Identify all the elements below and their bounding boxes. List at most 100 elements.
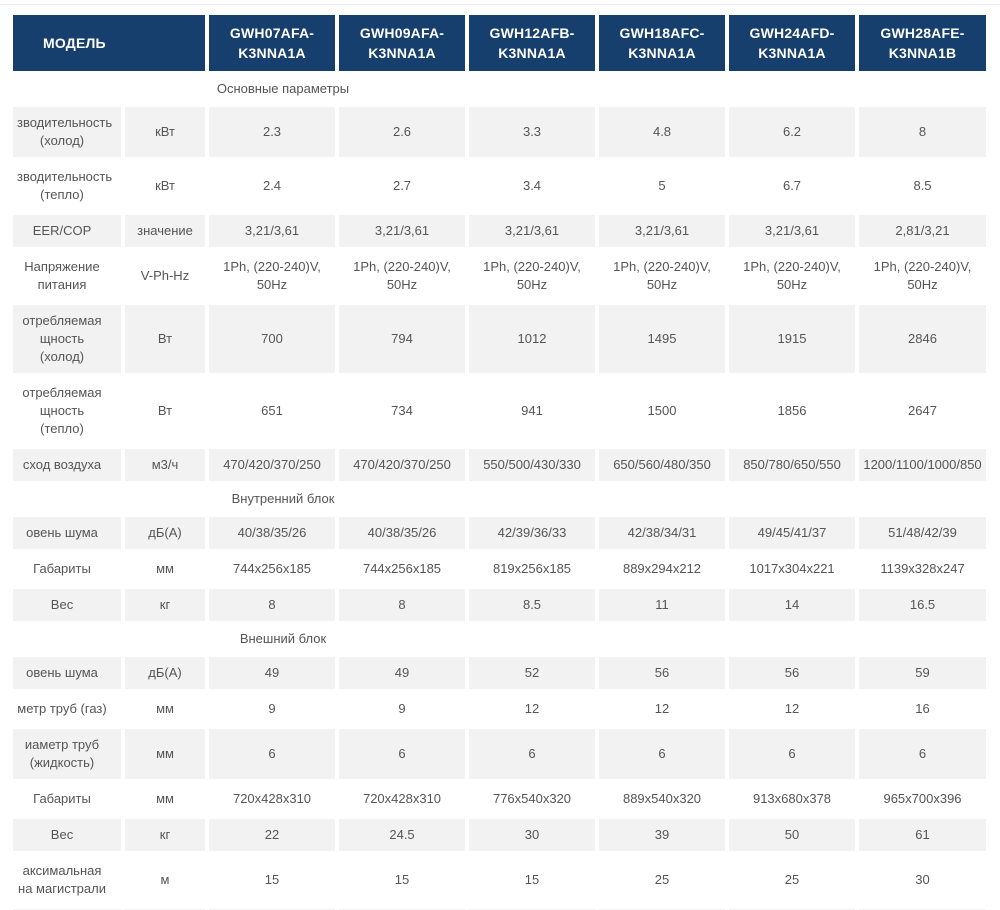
spec-value-cell: 15 [337,853,468,907]
section-cell: Основные параметры [11,73,989,105]
spec-value-cell: 3,21/3,61 [467,213,598,249]
param-label-cell: Напряжение питания [11,249,123,303]
spec-value-cell: 40/38/35/26 [207,515,338,551]
spec-value-cell: 25 [597,853,728,907]
spec-value-cell: 25 [727,853,858,907]
spec-row: Габариты мм 744x256x185 744x256x185 819x256x… [11,551,989,587]
spec-value-cell: 3,21/3,61 [597,213,728,249]
spec-value-cell: 720x428x310 [337,781,468,817]
spec-value-cell: 10 [597,907,728,910]
spec-row: отребляемая щность (тепло) Вт 651 734 941 150… [11,375,989,447]
spec-value-cell: 1Ph, (220-240)V, 50Hz [597,249,728,303]
param-unit-cell: значение [123,213,208,249]
param-unit-cell: Вт [123,375,208,447]
spec-value-cell: 42/38/34/31 [597,515,728,551]
spec-value-cell: 1Ph, (220-240)V, 50Hz [857,249,989,303]
spec-value-cell: 50 [727,817,858,853]
spec-value-cell: 6 [857,727,989,781]
section-title: Внешний блок [239,631,327,646]
spec-value-cell: 2.7 [337,159,468,213]
param-label-cell: аксимальный репад высот [11,907,123,910]
spec-value-cell: 56 [727,655,858,691]
spec-value-cell: 3.3 [467,105,598,159]
spec-value-cell: 3,21/3,61 [727,213,858,249]
param-label-cell: метр труб (газ) [11,691,123,727]
spec-value-cell: 965x700x396 [857,781,989,817]
spec-value-cell: 1495 [597,303,728,375]
spec-table-body: Основные параметры зводительность (холод)… [11,73,989,910]
spec-value-cell: 2.3 [207,105,338,159]
spec-value-cell: 1915 [727,303,858,375]
model-name-header: GWH12AFB-K3NNA1A [467,13,598,73]
param-unit-cell: кВт [123,105,208,159]
spec-value-cell: 8 [857,105,989,159]
param-unit-cell: мм [123,781,208,817]
param-label-cell: овень шума [11,515,123,551]
spec-value-cell: 8.5 [467,587,598,623]
param-unit-cell: кг [123,587,208,623]
spec-row: Вес кг 8 8 8.5 11 14 16.5 [11,587,989,623]
spec-value-cell: 49/45/41/37 [727,515,858,551]
spec-row: метр труб (газ) мм 9 9 12 12 12 16 [11,691,989,727]
spec-value-cell: 10 [857,907,989,910]
spec-value-cell: 15 [207,853,338,907]
model-name-header: GWH09AFA-K3NNA1A [337,13,468,73]
spec-value-cell: 6.7 [727,159,858,213]
param-label-cell: зводительность (холод) [11,105,123,159]
section-row: Основные параметры [11,73,989,105]
param-label-cell: иаметр труб (жидкость) [11,727,123,781]
spec-value-cell: 56 [597,655,728,691]
section-title: Основные параметры [216,81,350,96]
spec-value-cell: 6.2 [727,105,858,159]
spec-value-cell: 11 [597,587,728,623]
spec-value-cell: 1200/1100/1000/850 [857,447,989,483]
spec-value-cell: 720x428x310 [207,781,338,817]
spec-row: EER/COP значение 3,21/3,61 3,21/3,61 3,21/3,… [11,213,989,249]
param-label-cell: Вес [11,817,123,853]
spec-value-cell: 3,21/3,61 [337,213,468,249]
spec-value-cell: 913x680x378 [727,781,858,817]
spec-row: отребляемая щность (холод) Вт 700 794 1012 14… [11,303,989,375]
spec-row: зводительность (тепло) кВт 2.4 2.7 3.4 5 6.7 8.… [11,159,989,213]
param-unit-cell: кг [123,817,208,853]
spec-value-cell: 61 [857,817,989,853]
spec-value-cell: 3.4 [467,159,598,213]
spec-value-cell: 819x256x185 [467,551,598,587]
spec-value-cell: 12 [727,691,858,727]
spec-row: иаметр труб (жидкость) мм 6 6 6 6 6 6 [11,727,989,781]
section-title: Внутренний блок [231,491,335,506]
param-label-cell: отребляемая щность (тепло) [11,375,123,447]
spec-row: Вес кг 22 24.5 30 39 50 61 [11,817,989,853]
param-unit-cell: Вт [123,303,208,375]
spec-value-cell: 6 [727,727,858,781]
spec-value-cell: 2647 [857,375,989,447]
spec-value-cell: 10 [337,907,468,910]
spec-value-cell: 5 [597,159,728,213]
top-divider [0,4,1000,5]
spec-value-cell: 734 [337,375,468,447]
param-unit-cell: V-Ph-Hz [123,249,208,303]
spec-value-cell: 8 [337,587,468,623]
spec-row: овень шума дБ(А) 40/38/35/26 40/38/35/26 42/… [11,515,989,551]
spec-value-cell: 651 [207,375,338,447]
spec-row: зводительность (холод) кВт 2.3 2.6 3.3 4.8 6.2… [11,105,989,159]
spec-value-cell: 10 [727,907,858,910]
param-label-cell: аксимальная на магистрали [11,853,123,907]
spec-value-cell: 2846 [857,303,989,375]
param-label-cell: зводительность (тепло) [11,159,123,213]
spec-value-cell: 2,81/3,21 [857,213,989,249]
param-label-cell: Вес [11,587,123,623]
spec-row: аксимальный репад высотм101010101010 [11,907,989,910]
spec-row: овень шума дБ(А) 49 49 52 56 56 59 [11,655,989,691]
spec-value-cell: 744x256x185 [337,551,468,587]
spec-value-cell: 12 [597,691,728,727]
param-label-cell: Габариты [11,551,123,587]
spec-value-cell: 3,21/3,61 [207,213,338,249]
section-cell: Внешний блок [11,623,989,655]
spec-value-cell: 24.5 [337,817,468,853]
section-cell: Внутренний блок [11,483,989,515]
spec-value-cell: 42/39/36/33 [467,515,598,551]
spec-value-cell: 2.6 [337,105,468,159]
spec-value-cell: 794 [337,303,468,375]
spec-value-cell: 10 [207,907,338,910]
